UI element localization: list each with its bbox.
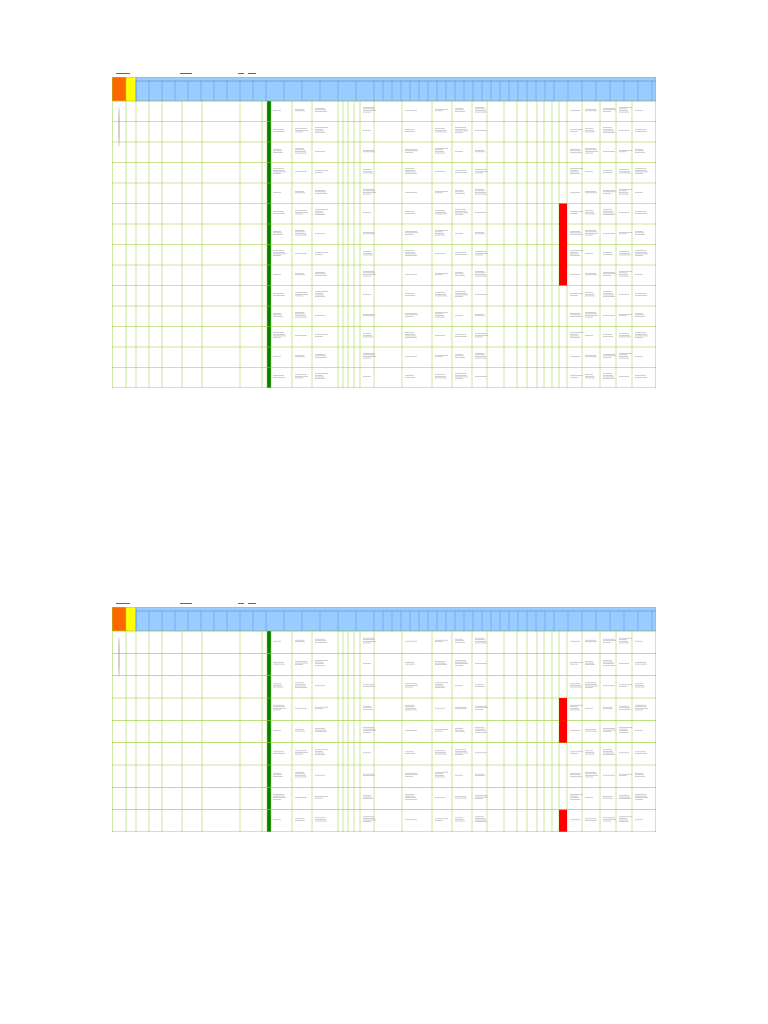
meta-text-mark — [180, 70, 192, 74]
green-indicator-column — [267, 631, 271, 832]
red-highlight-cell — [559, 698, 567, 721]
meta-text-mark — [248, 70, 256, 74]
meta-text-mark — [238, 70, 244, 74]
meta-text-mark — [180, 600, 192, 604]
red-highlight-cell — [559, 224, 567, 245]
red-highlight-cell — [559, 720, 567, 743]
grid-svg — [112, 77, 656, 388]
grid-svg — [112, 607, 656, 832]
spreadsheet-grid-1 — [112, 77, 656, 388]
meta-text-mark — [116, 70, 130, 74]
orange-header-column — [112, 607, 127, 632]
grid-outer-border — [112, 607, 656, 832]
orange-header-column — [112, 77, 127, 102]
meta-text-mark — [238, 600, 244, 604]
meta-text-mark — [116, 600, 130, 604]
spreadsheet-page-1 — [112, 70, 656, 388]
red-highlight-cell — [559, 809, 567, 832]
spreadsheet-grid-2 — [112, 607, 656, 832]
red-highlight-cell — [559, 265, 567, 286]
red-highlight-cell — [559, 203, 567, 224]
meta-text-mark — [248, 600, 256, 604]
spreadsheet-page-2 — [112, 600, 656, 832]
grid-outer-border — [112, 77, 656, 388]
yellow-header-column — [125, 607, 137, 632]
red-highlight-cell — [559, 244, 567, 265]
yellow-header-column — [125, 77, 137, 102]
